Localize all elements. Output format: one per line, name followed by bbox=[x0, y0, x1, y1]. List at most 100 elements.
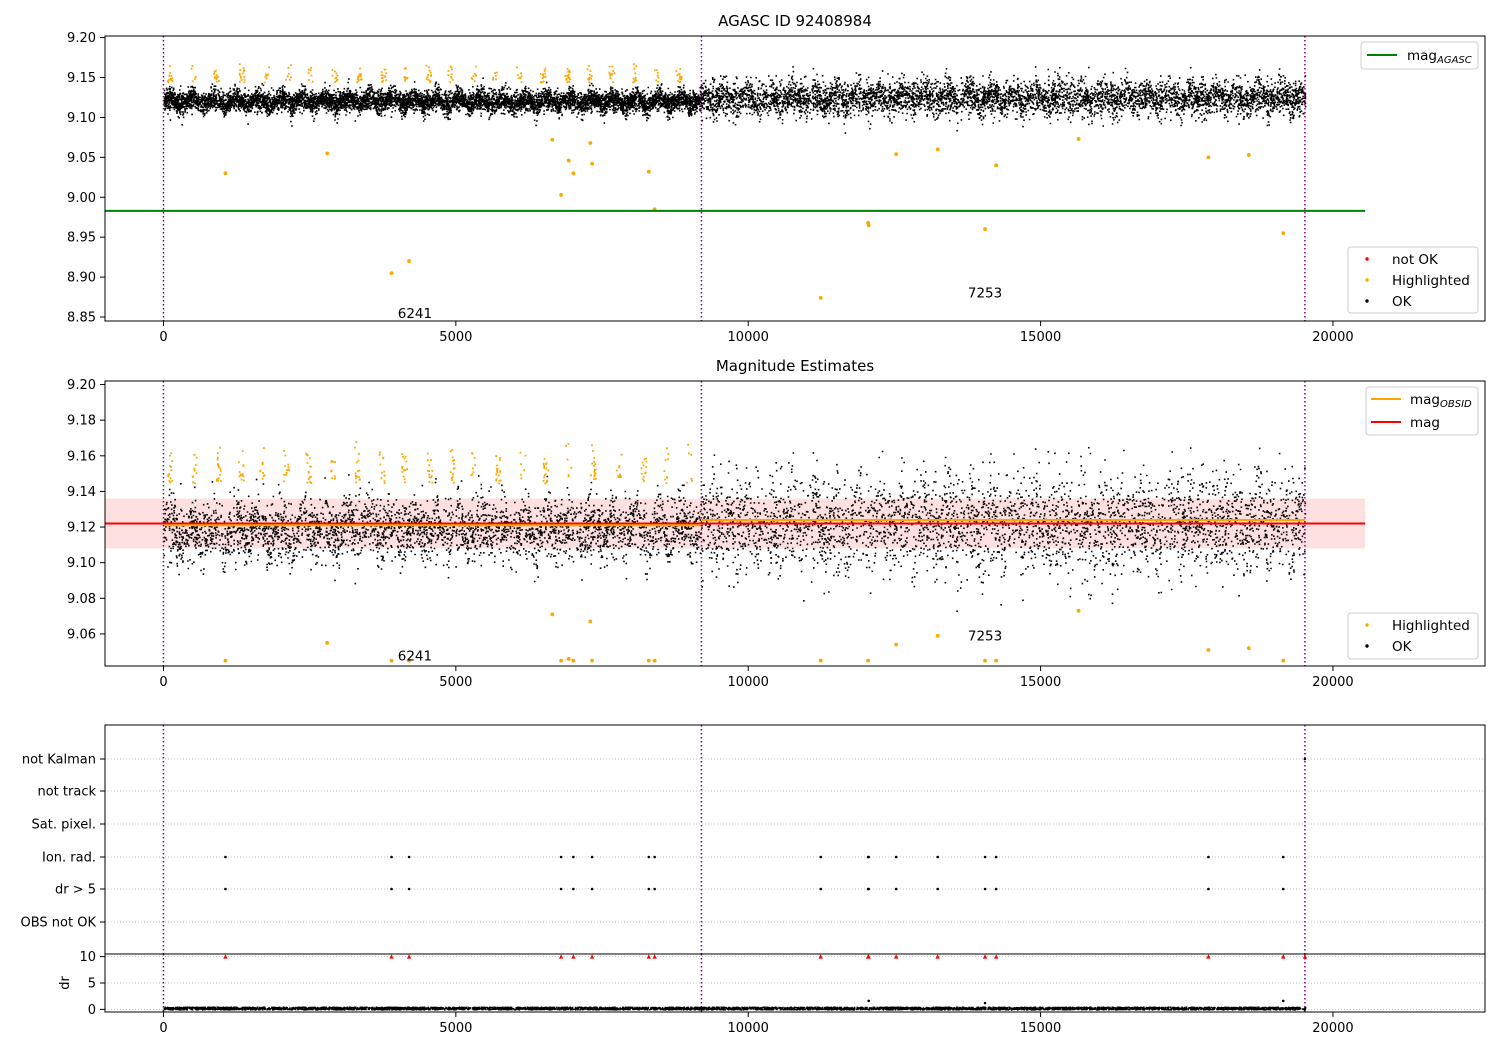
category-label: not Kalman bbox=[22, 753, 96, 768]
flag-event-point bbox=[936, 887, 939, 891]
x-tick-label: 15000 bbox=[1020, 675, 1061, 690]
highlighted-point bbox=[894, 642, 899, 647]
flag-event-point bbox=[590, 855, 594, 859]
flag-event-point bbox=[819, 855, 823, 859]
agasc-highlighted-points bbox=[167, 63, 1286, 300]
dr-capped-marker bbox=[982, 954, 988, 959]
ok-points-segment bbox=[701, 66, 1307, 134]
dr-ylabel: dr bbox=[58, 976, 73, 990]
flag-event-point bbox=[390, 887, 393, 891]
y-tick-label: 0 bbox=[88, 1003, 96, 1018]
highlighted-point bbox=[588, 619, 593, 624]
flag-event-point bbox=[1207, 887, 1210, 891]
dr-y-ticks: 0 5 10 bbox=[79, 950, 105, 1018]
flag-event-point bbox=[647, 855, 651, 859]
highlighted-point bbox=[407, 259, 411, 264]
dr-point-cloud bbox=[163, 1006, 1307, 1011]
dr-capped-marker bbox=[818, 954, 823, 959]
flag-event-point bbox=[647, 887, 651, 891]
x-tick-label: 15000 bbox=[1020, 330, 1061, 345]
agasc-plot-area bbox=[105, 36, 1485, 321]
agasc-y-ticks: 8.85 8.90 8.95 9.00 9.05 9.10 9.15 9.20 bbox=[67, 31, 105, 326]
highlighted-point bbox=[588, 141, 593, 145]
highlighted-point bbox=[1281, 658, 1286, 663]
ok-points-segment bbox=[163, 474, 703, 585]
legend-marker-highlighted bbox=[1365, 278, 1369, 282]
obsid-annotation: 6241 bbox=[398, 648, 432, 664]
highlighted-spikes bbox=[167, 63, 683, 84]
dr-capped-marker bbox=[558, 954, 564, 959]
agasc-ok-points bbox=[163, 66, 1307, 134]
dr-capped-marker bbox=[1302, 954, 1308, 959]
highlighted-point bbox=[550, 612, 555, 617]
dr-x-ticks: 0 5000 10000 15000 20000 bbox=[159, 1012, 1354, 1036]
y-tick-label: 9.20 bbox=[67, 378, 96, 393]
legend-marker-ok bbox=[1365, 299, 1369, 303]
highlighted-point bbox=[1206, 155, 1211, 160]
y-tick-label: 9.15 bbox=[67, 71, 96, 86]
y-tick-label: 8.90 bbox=[67, 271, 96, 286]
legend-label-ok: OK bbox=[1392, 639, 1413, 655]
magnitude-x-ticks: 0 5000 10000 15000 20000 bbox=[159, 666, 1354, 690]
magnitude-lines bbox=[105, 518, 1366, 527]
highlighted-point bbox=[866, 223, 871, 228]
flag-event-point bbox=[390, 855, 393, 859]
highlighted-point bbox=[983, 658, 987, 663]
agasc-panel: 0 5000 10000 15000 20000 8.85 8.90 8.95 9.00 9.0… bbox=[67, 12, 1486, 345]
y-tick-label: 8.95 bbox=[67, 231, 96, 246]
flag-event-point bbox=[983, 887, 987, 891]
x-tick-label: 20000 bbox=[1312, 330, 1353, 345]
magnitude-axes-border bbox=[104, 380, 1486, 667]
flag-event-point bbox=[559, 887, 563, 891]
dr-capped-marker bbox=[652, 954, 657, 959]
magnitude-obs-boundaries bbox=[162, 381, 1306, 666]
highlighted-point bbox=[223, 171, 228, 176]
flag-event-point bbox=[572, 855, 575, 859]
highlighted-point bbox=[407, 658, 411, 663]
flag-event-point bbox=[894, 887, 898, 891]
y-tick-label: 9.10 bbox=[67, 556, 96, 571]
flag-event-point bbox=[1303, 757, 1307, 761]
flag-event-point bbox=[407, 887, 411, 891]
x-tick-label: 0 bbox=[159, 675, 167, 690]
magnitude-title: Magnitude Estimates bbox=[716, 357, 874, 375]
magnitude-panel: 0 5000 10000 15000 20000 9.06 9.08 9.10 9.12 9.1… bbox=[67, 357, 1486, 690]
highlighted-point bbox=[223, 658, 228, 663]
dr-capped-marker bbox=[866, 954, 871, 959]
dr-capped-marker bbox=[1206, 954, 1211, 959]
highlighted-point bbox=[983, 227, 987, 232]
x-tick-label: 10000 bbox=[728, 330, 769, 345]
y-tick-label: 5 bbox=[88, 977, 96, 992]
highlighted-point bbox=[389, 271, 394, 276]
legend-label-mag: mag bbox=[1410, 415, 1440, 431]
dr-capped-marker bbox=[389, 954, 394, 959]
flag-event-point bbox=[653, 887, 656, 891]
dr-capped-marker bbox=[993, 954, 999, 959]
magnitude-highlighted-points bbox=[167, 441, 1286, 663]
flag-event-point bbox=[983, 855, 987, 859]
y-tick-label: 9.08 bbox=[67, 592, 96, 607]
category-label: OBS not OK bbox=[21, 916, 97, 931]
x-tick-label: 0 bbox=[159, 330, 167, 345]
y-tick-label: 10 bbox=[79, 950, 96, 965]
flag-event-point bbox=[867, 855, 870, 859]
dr-outlier-point bbox=[867, 999, 870, 1003]
flag-event-point bbox=[224, 887, 227, 891]
agasc-obsid-annotations: 6241 7253 bbox=[398, 285, 1002, 322]
flag-event-point bbox=[1281, 855, 1285, 859]
legend-marker-ok bbox=[1365, 644, 1369, 648]
x-tick-label: 15000 bbox=[1020, 1021, 1061, 1036]
highlighted-point bbox=[994, 163, 999, 168]
highlighted-point bbox=[1246, 153, 1251, 157]
agasc-legend-top: magAGASC bbox=[1360, 41, 1479, 70]
dr-gridlines bbox=[105, 956, 1485, 1010]
dr-capped-marker bbox=[571, 954, 576, 959]
legend-label-highlighted: Highlighted bbox=[1392, 618, 1470, 634]
flags-obs-boundaries bbox=[162, 725, 1306, 954]
obsid-annotation: 7253 bbox=[968, 629, 1002, 645]
x-tick-label: 20000 bbox=[1312, 675, 1353, 690]
ok-points-segment bbox=[701, 446, 1307, 613]
highlighted-point bbox=[646, 169, 651, 174]
highlighted-point bbox=[559, 192, 564, 197]
agasc-x-ticks: 0 5000 10000 15000 20000 bbox=[159, 321, 1354, 345]
